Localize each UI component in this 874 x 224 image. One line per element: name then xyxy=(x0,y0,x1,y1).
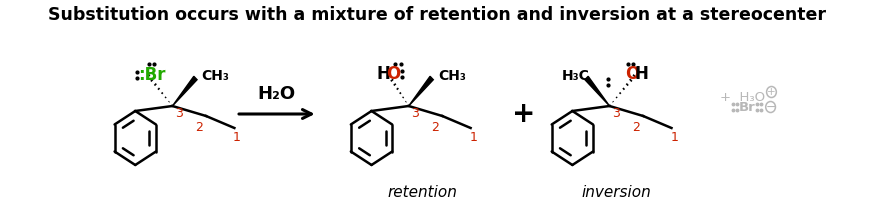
Text: inversion: inversion xyxy=(582,185,651,200)
Text: 3: 3 xyxy=(612,107,620,120)
Text: 1: 1 xyxy=(233,131,241,144)
Text: 2: 2 xyxy=(632,121,640,134)
Text: 2: 2 xyxy=(431,121,439,134)
Text: Br: Br xyxy=(739,101,756,114)
Text: CH₃: CH₃ xyxy=(438,69,466,83)
Text: retention: retention xyxy=(387,185,457,200)
Text: 1: 1 xyxy=(469,131,477,144)
Text: O: O xyxy=(626,65,640,83)
Text: H₂O: H₂O xyxy=(258,85,296,103)
Text: 2: 2 xyxy=(195,121,203,134)
Text: O: O xyxy=(385,65,400,83)
Polygon shape xyxy=(409,76,434,106)
Text: +  H₃O: + H₃O xyxy=(719,90,765,103)
Text: CH₃: CH₃ xyxy=(202,69,230,83)
Text: 3: 3 xyxy=(412,107,420,120)
Text: H₃C: H₃C xyxy=(562,69,590,83)
Text: +: + xyxy=(512,100,536,128)
Text: Substitution occurs with a mixture of retention and inversion at a stereocenter: Substitution occurs with a mixture of re… xyxy=(48,6,826,24)
Text: :Br: :Br xyxy=(138,66,166,84)
Text: H: H xyxy=(377,65,391,83)
Polygon shape xyxy=(585,76,609,106)
Polygon shape xyxy=(172,76,197,106)
Text: 1: 1 xyxy=(670,131,678,144)
Text: H: H xyxy=(635,65,649,83)
Text: +: + xyxy=(767,87,776,97)
Text: −: − xyxy=(766,101,776,114)
Text: 3: 3 xyxy=(175,107,183,120)
